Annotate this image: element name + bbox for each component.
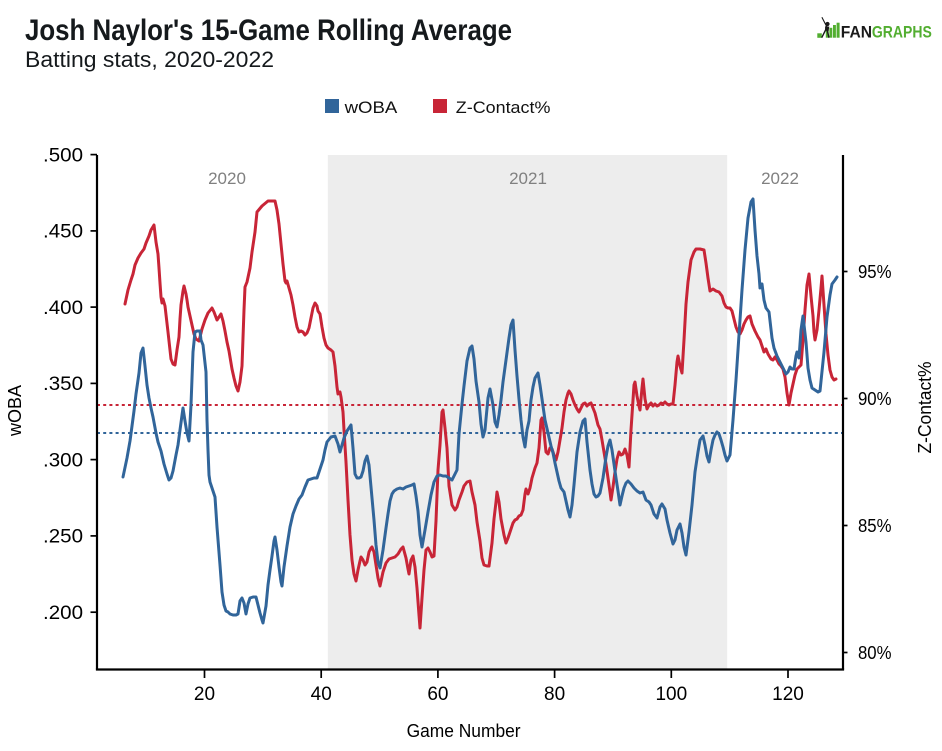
svg-text:.350: .350 [43,374,83,395]
svg-text:2020: 2020 [208,169,246,188]
svg-text:FAN: FAN [841,23,872,42]
svg-text:.400: .400 [43,298,83,319]
svg-text:85%: 85% [858,515,892,536]
svg-text:60: 60 [427,684,448,705]
svg-text:.450: .450 [43,222,83,243]
svg-text:.500: .500 [43,145,83,166]
svg-text:80%: 80% [858,642,892,663]
svg-text:90%: 90% [858,388,892,409]
svg-text:95%: 95% [858,261,892,282]
svg-text:.200: .200 [43,603,83,624]
svg-text:.250: .250 [43,527,83,548]
svg-text:Z-Contact%: Z-Contact% [456,98,551,117]
svg-text:Z-Contact%: Z-Contact% [915,362,935,454]
svg-text:80: 80 [544,684,565,705]
svg-text:GRAPHS: GRAPHS [872,23,932,42]
svg-text:wOBA: wOBA [344,98,399,117]
svg-text:wOBA: wOBA [5,385,25,437]
svg-text:Josh Naylor's 15-Game Rolling: Josh Naylor's 15-Game Rolling Average [25,14,512,47]
svg-text:Game Number: Game Number [407,720,521,741]
svg-text:.300: .300 [43,450,83,471]
svg-text:20: 20 [194,684,215,705]
svg-text:2021: 2021 [509,169,547,188]
svg-text:2022: 2022 [761,169,799,188]
svg-text:40: 40 [311,684,332,705]
svg-text:100: 100 [655,684,687,705]
svg-text:Batting stats, 2020-2022: Batting stats, 2020-2022 [25,47,274,72]
svg-text:120: 120 [772,684,804,705]
